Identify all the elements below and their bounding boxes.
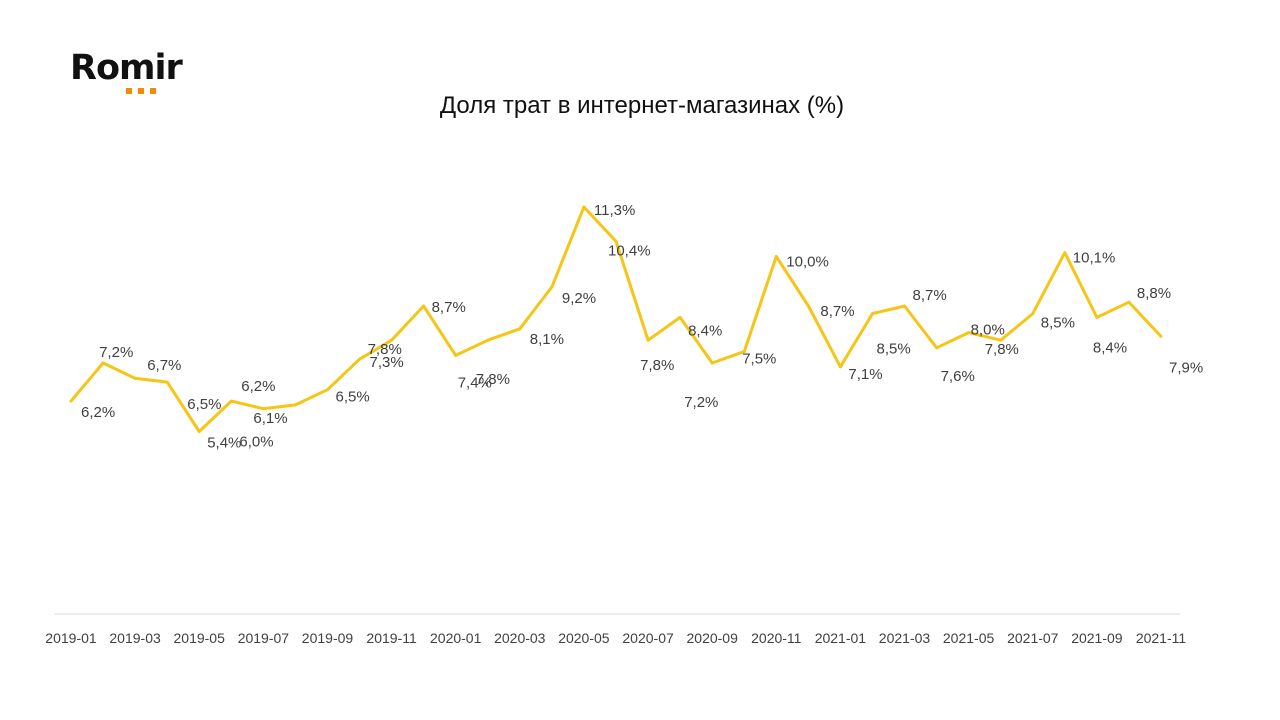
x-tick-label: 2021-01 xyxy=(815,630,867,646)
data-label: 10,0% xyxy=(786,254,829,271)
data-point xyxy=(229,399,233,403)
x-tick-label: 2021-05 xyxy=(943,630,995,646)
logo-text: Romir xyxy=(70,48,183,88)
data-label: 6,1% xyxy=(253,410,287,427)
data-point xyxy=(806,304,810,308)
data-point xyxy=(935,346,939,350)
x-tick-label: 2019-01 xyxy=(45,630,97,646)
data-label: 7,4% xyxy=(458,374,492,391)
x-tick-label: 2020-09 xyxy=(687,630,739,646)
data-point xyxy=(678,315,682,319)
data-point xyxy=(871,312,874,316)
data-label: 8,1% xyxy=(530,331,564,348)
data-labels: 6,2% 7,2% 6,7% 5,4% 6,5% 6,0% 6,2% 6,1% 6,5% 7,3%… xyxy=(81,202,1203,452)
data-point xyxy=(101,361,105,365)
x-tick-label: 2019-07 xyxy=(238,630,290,646)
data-label: 8,7% xyxy=(820,303,854,320)
data-label: 7,9% xyxy=(1169,359,1203,376)
data-point xyxy=(774,255,778,258)
data-point xyxy=(582,205,586,209)
data-label: 7,3% xyxy=(370,354,404,371)
data-label: 8,8% xyxy=(1137,285,1171,302)
series-layer xyxy=(69,205,1163,433)
data-point xyxy=(838,365,842,369)
data-point xyxy=(390,338,394,342)
data-point xyxy=(358,357,361,361)
romir-logo: Romir xyxy=(70,48,200,100)
data-point xyxy=(742,350,746,354)
data-point xyxy=(710,361,714,365)
data-label: 8,7% xyxy=(913,287,947,304)
data-label: 10,1% xyxy=(1073,250,1116,267)
data-label: 6,0% xyxy=(239,434,273,451)
x-axis-ticks: 2019-01 2019-03 2019-05 2019-07 2019-09 2019-… xyxy=(45,630,1186,646)
data-label: 8,4% xyxy=(1093,339,1127,356)
x-tick-label: 2021-09 xyxy=(1071,630,1123,646)
data-point xyxy=(261,407,265,411)
data-label: 7,1% xyxy=(848,366,882,383)
x-tick-label: 2020-01 xyxy=(430,630,482,646)
data-label: 8,7% xyxy=(432,299,466,316)
chart-title: Доля трат в интернет-магазинах (%) xyxy=(439,92,845,119)
data-label: 8,5% xyxy=(1041,315,1075,332)
data-label: 7,5% xyxy=(742,351,776,368)
logo-dots xyxy=(126,88,156,94)
x-tick-label: 2021-03 xyxy=(879,630,931,646)
data-label: 11,3% xyxy=(594,202,635,219)
data-label: 6,5% xyxy=(336,389,370,406)
data-point xyxy=(903,304,906,308)
data-label: 7,6% xyxy=(941,368,975,385)
x-tick-label: 2019-09 xyxy=(302,630,354,646)
data-label: 10,4% xyxy=(608,242,651,259)
data-label: 7,2% xyxy=(684,394,718,411)
data-point xyxy=(422,304,426,308)
data-label: 6,5% xyxy=(187,396,221,413)
x-tick-label: 2019-03 xyxy=(109,630,161,646)
data-label: 8,0% xyxy=(971,322,1005,339)
data-point xyxy=(69,399,73,403)
data-point xyxy=(614,239,618,243)
data-point xyxy=(646,338,650,342)
data-point xyxy=(518,327,522,331)
x-tick-label: 2020-05 xyxy=(558,630,610,646)
data-label: 6,7% xyxy=(147,357,181,374)
data-point xyxy=(1159,334,1163,338)
data-point xyxy=(1063,251,1067,255)
data-label: 6,2% xyxy=(81,404,115,421)
data-label: 5,4% xyxy=(207,435,241,452)
data-point xyxy=(293,403,297,407)
data-point xyxy=(486,338,490,342)
x-tick-label: 2021-11 xyxy=(1136,630,1187,646)
data-point xyxy=(967,331,971,335)
data-label: 6,2% xyxy=(241,378,275,395)
data-point xyxy=(165,380,169,384)
data-label: 8,5% xyxy=(877,341,911,358)
data-point xyxy=(133,376,137,380)
data-point xyxy=(1095,315,1099,319)
data-point xyxy=(550,285,554,289)
data-point xyxy=(454,353,458,357)
data-label: 9,2% xyxy=(562,290,596,307)
data-point xyxy=(326,388,329,392)
data-label: 7,2% xyxy=(99,344,133,361)
data-point xyxy=(999,338,1003,342)
data-point xyxy=(197,430,201,433)
data-label: 7,8% xyxy=(640,357,674,374)
x-tick-label: 2019-11 xyxy=(366,630,417,646)
x-tick-label: 2021-07 xyxy=(1007,630,1059,646)
data-label: 7,8% xyxy=(985,341,1019,358)
x-tick-label: 2020-11 xyxy=(751,630,802,646)
x-tick-label: 2019-05 xyxy=(174,630,226,646)
data-label: 8,4% xyxy=(688,322,722,339)
data-label: 7,8% xyxy=(476,371,510,388)
data-point xyxy=(1031,312,1035,316)
x-tick-label: 2020-03 xyxy=(494,630,546,646)
data-point xyxy=(1127,300,1131,304)
x-tick-label: 2020-07 xyxy=(622,630,674,646)
data-label: 7,8% xyxy=(368,341,402,358)
